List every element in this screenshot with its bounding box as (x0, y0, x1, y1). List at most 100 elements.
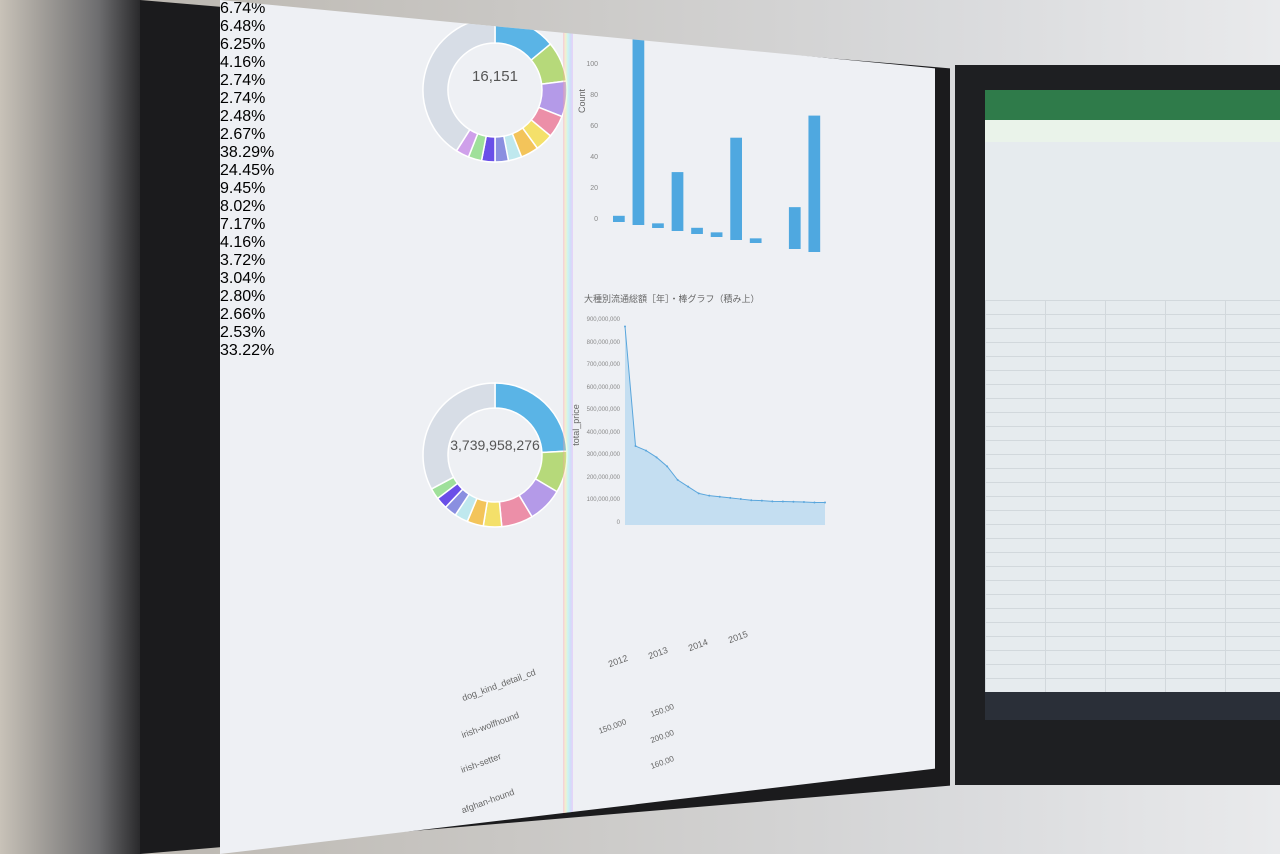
dashboard-charts (422, 0, 826, 854)
legend-row: 6.74% (220, 0, 935, 18)
legend-percentage: 6.74% (220, 0, 266, 17)
legend-percentage: 2.66% (220, 306, 266, 323)
data-point (718, 495, 721, 498)
left-monitor (0, 0, 140, 854)
bar (788, 207, 801, 249)
data-point (697, 492, 700, 495)
legend-row: 2.74% (220, 72, 935, 90)
data-point (634, 445, 637, 448)
legend-percentage: 4.16% (220, 54, 266, 71)
legend-row: 2.66% (220, 306, 935, 324)
data-point (750, 499, 753, 502)
donut1-center-value: 16,151 (472, 68, 518, 85)
legend-percentage: 3.72% (220, 252, 266, 269)
data-point (760, 499, 763, 502)
line-ytick: 400,000,000 (586, 429, 620, 436)
legend-percentage: 6.25% (220, 36, 266, 53)
bar-ytick: 20 (590, 185, 598, 192)
data-point (824, 501, 826, 504)
line-ytick: 900,000,000 (586, 317, 620, 323)
spreadsheet-titlebar (985, 90, 1280, 120)
bar (671, 172, 684, 231)
legend-percentage: 9.45% (220, 180, 266, 197)
bar-ytick: 100 (586, 61, 598, 68)
bar (730, 137, 742, 240)
dashboard-screen: 16,151 3,739,958,276 大種別流通総額［年］・棒グラフ（積み上… (220, 0, 935, 854)
legend-row: 4.16% (220, 54, 935, 72)
spreadsheet-screen (985, 90, 1280, 720)
line-ytick: 0 (616, 520, 620, 526)
data-point (813, 501, 816, 504)
legend-row: 33.22% (220, 342, 935, 360)
legend-row: 2.67% (220, 126, 935, 144)
data-point (792, 500, 795, 503)
line-ytick: 300,000,000 (586, 452, 620, 459)
legend-row: 2.53% (220, 324, 935, 342)
legend-percentage: 2.53% (220, 324, 266, 341)
data-point (676, 478, 679, 481)
bar (808, 115, 821, 252)
bar (710, 232, 723, 237)
legend-percentage: 24.45% (220, 162, 275, 179)
area-fill (625, 326, 825, 525)
legend-row: 6.48% (220, 18, 935, 36)
legend-percentage: 2.74% (220, 72, 266, 89)
bar-ytick: 80 (590, 92, 598, 99)
legend-row: 2.74% (220, 90, 935, 108)
legend-percentage: 3.04% (220, 270, 266, 287)
legend-percentage: 2.80% (220, 288, 266, 305)
legend-row: 2.80% (220, 288, 935, 306)
line-ytick: 200,000,000 (586, 474, 620, 481)
legend-percentage: 33.22% (220, 342, 275, 359)
taskbar (985, 692, 1280, 720)
legend-percentage: 4.16% (220, 234, 266, 251)
donut2-slice (422, 382, 496, 490)
bar (691, 227, 703, 234)
donut2-center-value: 3,739,958,276 (450, 437, 540, 453)
legend-row: 2.48% (220, 108, 935, 126)
bar-ytick: 60 (590, 123, 598, 130)
legend-row: 24.45% (220, 162, 935, 180)
legend-row: 7.17% (220, 216, 935, 234)
data-point (645, 449, 648, 452)
data-point (655, 456, 658, 459)
legend-row: 9.45% (220, 180, 935, 198)
legend-percentage: 7.17% (220, 216, 266, 233)
legend-percentage: 6.48% (220, 18, 266, 35)
bar (749, 238, 762, 243)
bar-ytick: 0 (594, 216, 598, 223)
data-point (771, 500, 774, 503)
legend-row: 3.72% (220, 252, 935, 270)
data-point (687, 485, 690, 488)
legend-percentage: 2.67% (220, 126, 266, 143)
line-chart-title: 大種別流通総額［年］・棒グラフ（積み上） (584, 294, 760, 304)
data-point (708, 494, 711, 497)
data-point (666, 465, 669, 468)
line-ytick: 800,000,000 (586, 339, 620, 346)
light-streak (563, 0, 573, 854)
legend-row: 8.02% (220, 198, 935, 216)
data-point (624, 325, 626, 328)
line-ytick: 600,000,000 (586, 384, 620, 391)
bar (613, 215, 625, 222)
data-point (729, 496, 732, 499)
legend-percentage: 38.29% (220, 144, 275, 161)
bar-ytick: 40 (590, 154, 598, 161)
legend-percentage: 2.74% (220, 90, 266, 107)
legend-row: 38.29% (220, 144, 935, 162)
data-point (781, 500, 784, 503)
line-ytick: 700,000,000 (586, 362, 620, 369)
bar (632, 4, 645, 226)
bar (652, 223, 664, 228)
legend-row: 6.25% (220, 36, 935, 54)
line-ytick: 500,000,000 (586, 407, 620, 414)
legend-row: 3.04% (220, 270, 935, 288)
data-point (802, 500, 805, 503)
spreadsheet-grid (985, 300, 1280, 692)
legend-row: 4.16% (220, 234, 935, 252)
legend-percentage: 2.48% (220, 108, 266, 125)
spreadsheet-ribbon (985, 120, 1280, 142)
area-line (624, 326, 825, 503)
line-ytick: 100,000,000 (586, 497, 620, 504)
legend-percentage: 8.02% (220, 198, 266, 215)
